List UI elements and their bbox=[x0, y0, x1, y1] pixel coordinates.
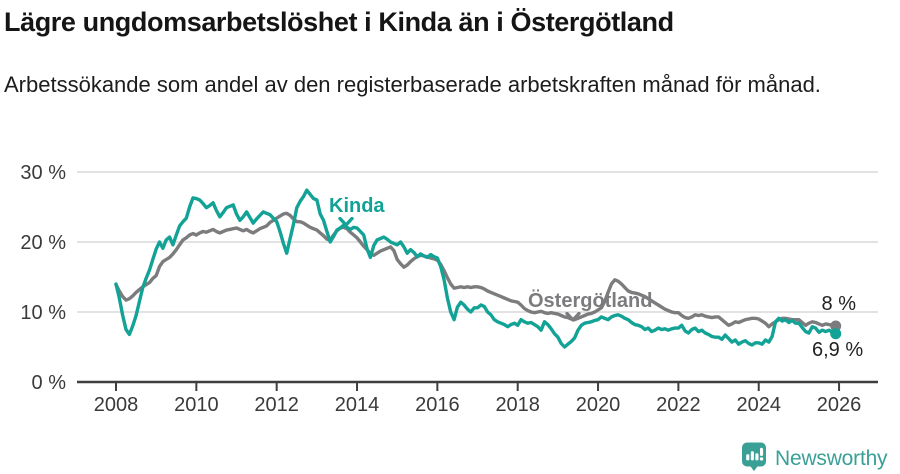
chevron-down-icon bbox=[565, 312, 581, 322]
end-value-label-ostergotland: 8 % bbox=[821, 293, 856, 315]
svg-text:2022: 2022 bbox=[656, 394, 701, 416]
svg-text:2018: 2018 bbox=[495, 394, 540, 416]
svg-text:2008: 2008 bbox=[94, 394, 139, 416]
svg-text:2016: 2016 bbox=[415, 394, 460, 416]
brand-name: Newsworthy bbox=[775, 447, 888, 470]
svg-text:0 %: 0 % bbox=[32, 372, 67, 394]
svg-text:2010: 2010 bbox=[174, 394, 219, 416]
svg-text:2024: 2024 bbox=[736, 394, 781, 416]
svg-text:10 %: 10 % bbox=[20, 302, 66, 324]
chart-title: Lägre ungdomsarbetslöshet i Kinda än i Ö… bbox=[4, 7, 674, 37]
svg-text:2020: 2020 bbox=[576, 394, 621, 416]
svg-text:2026: 2026 bbox=[817, 394, 862, 416]
svg-text:30 %: 30 % bbox=[20, 162, 66, 184]
chart-subtitle: Arbetssökande som andel av den registerb… bbox=[4, 72, 821, 97]
bar-chart-pin-icon bbox=[740, 441, 768, 474]
chevron-down-icon bbox=[338, 217, 354, 227]
series-label-kinda: Kinda bbox=[329, 195, 385, 217]
newsworthy-brand-link[interactable]: Newsworthy bbox=[740, 441, 888, 474]
svg-text:2012: 2012 bbox=[254, 394, 299, 416]
svg-text:2014: 2014 bbox=[335, 394, 380, 416]
svg-text:20 %: 20 % bbox=[20, 232, 66, 254]
end-value-label-kinda: 6,9 % bbox=[812, 339, 864, 361]
series-label-ostergotland: Östergötland bbox=[528, 290, 653, 312]
